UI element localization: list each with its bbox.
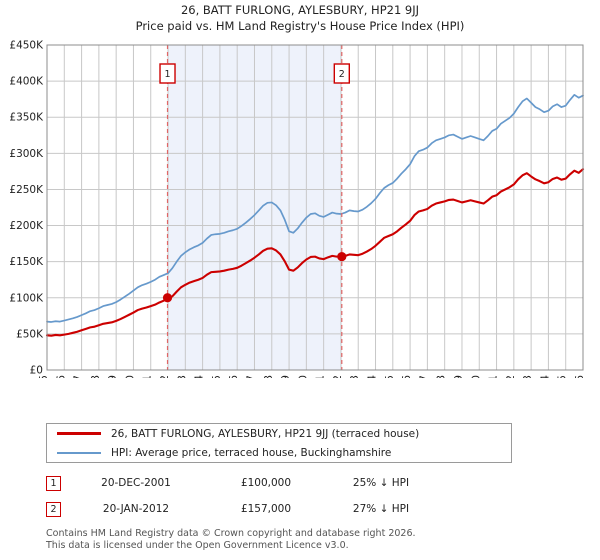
svg-text:2018: 2018 [436, 375, 448, 378]
svg-text:2012: 2012 [332, 375, 344, 378]
svg-text:2002: 2002 [159, 375, 171, 378]
svg-text:2008: 2008 [263, 375, 275, 378]
svg-text:£150K: £150K [9, 256, 44, 268]
transaction-date: 20-DEC-2001 [101, 477, 171, 489]
svg-text:£200K: £200K [9, 220, 44, 232]
svg-text:1997: 1997 [73, 375, 85, 378]
svg-text:£50K: £50K [16, 328, 44, 340]
svg-text:£350K: £350K [9, 112, 44, 124]
transaction-price: £100,000 [240, 477, 292, 489]
svg-text:2022: 2022 [505, 375, 517, 378]
copyright-footer: Contains HM Land Registry data © Crown c… [46, 528, 566, 551]
legend-label-hpi: HPI: Average price, terraced house, Buck… [111, 446, 392, 459]
svg-text:2011: 2011 [315, 375, 327, 378]
transaction-marker-badge: 1 [46, 475, 61, 491]
legend-item-hpi: HPI: Average price, terraced house, Buck… [47, 443, 511, 462]
table-row: 2 20-JAN-2012 £157,000 27% ↓ HPI [46, 496, 516, 522]
svg-text:2004: 2004 [194, 375, 206, 378]
svg-text:2021: 2021 [488, 375, 500, 378]
svg-text:2025: 2025 [557, 375, 569, 378]
svg-text:2024: 2024 [539, 375, 551, 378]
svg-text:2006: 2006 [228, 375, 240, 378]
x-axis-tick-labels: 1995 1996 1997 1998 1999 2000 2001 2002 2003 2004… [38, 375, 586, 378]
svg-text:£0: £0 [30, 365, 43, 377]
svg-text:2017: 2017 [418, 375, 430, 378]
svg-text:£250K: £250K [9, 184, 44, 196]
price-history-line-chart: £0 £50K £100K £150K £200K £250K £300K £350K £400… [9, 40, 586, 379]
footer-line-1: Contains HM Land Registry data © Crown c… [46, 528, 416, 539]
svg-text:2015: 2015 [384, 375, 396, 378]
svg-text:2010: 2010 [297, 375, 309, 378]
svg-text:2005: 2005 [211, 375, 223, 378]
table-row: 1 20-DEC-2001 £100,000 25% ↓ HPI [46, 470, 516, 496]
transaction-data-points [162, 252, 347, 303]
legend-item-property: 26, BATT FURLONG, AYLESBURY, HP21 9JJ (t… [47, 424, 511, 443]
chart-legend: 26, BATT FURLONG, AYLESBURY, HP21 9JJ (t… [46, 423, 512, 463]
svg-text:2013: 2013 [349, 375, 361, 378]
svg-text:1999: 1999 [107, 375, 119, 378]
svg-text:2020: 2020 [470, 375, 482, 378]
svg-text:2: 2 [339, 69, 345, 80]
chart-series-lines [45, 93, 585, 337]
chart-title-block: 26, BATT FURLONG, AYLESBURY, HP21 9JJ Pr… [0, 2, 600, 34]
svg-text:1: 1 [164, 69, 170, 80]
legend-label-property: 26, BATT FURLONG, AYLESBURY, HP21 9JJ (t… [111, 427, 420, 440]
svg-text:2026: 2026 [574, 375, 586, 378]
svg-text:£450K: £450K [9, 40, 44, 52]
svg-text:1996: 1996 [55, 375, 67, 378]
footer-line-2: This data is licensed under the Open Gov… [46, 539, 349, 551]
svg-text:2019: 2019 [453, 375, 465, 378]
svg-text:1998: 1998 [90, 375, 102, 378]
plot-background [47, 45, 583, 370]
chart-gridlines [46, 44, 584, 371]
svg-text:2009: 2009 [280, 375, 292, 378]
transaction-marker-lines [166, 45, 343, 370]
svg-text:1995: 1995 [38, 375, 50, 378]
svg-text:£100K: £100K [9, 292, 44, 304]
plot-frame [46, 44, 584, 371]
y-axis-tick-labels: £0 £50K £100K £150K £200K £250K £300K £350K £400… [9, 40, 44, 377]
transaction-hpi-delta: 27% ↓ HPI [352, 503, 410, 515]
svg-text:2003: 2003 [176, 375, 188, 378]
transaction-marker-badge: 2 [46, 501, 61, 517]
legend-color-swatch-hpi [57, 451, 101, 454]
svg-text:2000: 2000 [124, 375, 136, 378]
svg-text:2023: 2023 [522, 375, 534, 378]
svg-text:2007: 2007 [245, 375, 257, 378]
svg-text:£300K: £300K [9, 148, 44, 160]
transactions-table: 1 20-DEC-2001 £100,000 25% ↓ HPI 2 20-JA… [46, 470, 516, 522]
svg-text:2016: 2016 [401, 375, 413, 378]
transaction-price: £157,000 [240, 503, 292, 515]
transaction-date: 20-JAN-2012 [102, 503, 170, 515]
transaction-hpi-delta: 25% ↓ HPI [352, 477, 410, 489]
legend-color-swatch-property [57, 432, 101, 435]
chart-container: £0 £50K £100K £150K £200K £250K £300K £350K £400… [0, 38, 600, 379]
svg-text:2001: 2001 [142, 375, 154, 378]
page-title: 26, BATT FURLONG, AYLESBURY, HP21 9JJ [180, 3, 420, 17]
svg-text:2014: 2014 [367, 375, 379, 378]
svg-text:£400K: £400K [9, 76, 44, 88]
page-subtitle: Price paid vs. HM Land Registry's House … [135, 19, 465, 33]
